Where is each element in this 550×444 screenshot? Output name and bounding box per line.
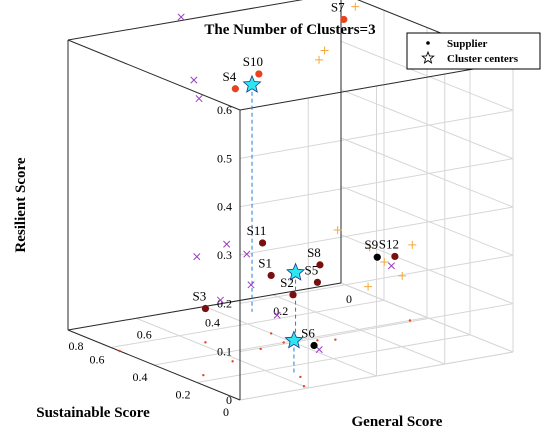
plus-marker: [365, 243, 374, 252]
plus-marker: [380, 257, 389, 266]
supplier-dot: [340, 15, 348, 24]
supplier-label: S12: [379, 236, 399, 251]
floor-projection-dot: [202, 373, 205, 377]
supplier-label: S6: [301, 325, 315, 340]
supplier-label: S7: [331, 0, 345, 14]
z-tick-label: 0.6: [217, 103, 232, 117]
supplier-label: S11: [247, 223, 267, 238]
cross-marker: [247, 281, 255, 289]
floor-projection-dot: [334, 338, 337, 341]
cross-marker: [193, 253, 201, 261]
z-tick-label: 0.5: [217, 151, 232, 165]
plus-marker: [364, 282, 373, 291]
supplier-dot: [316, 261, 324, 269]
y-axis-title: Sustainable Score: [36, 405, 150, 421]
plus-marker: [398, 271, 407, 280]
supplier-dot: [201, 304, 210, 313]
cross-marker: [315, 346, 323, 354]
data-marks: [118, 2, 417, 388]
cross-marker: [177, 13, 185, 21]
cross-marker: [243, 250, 251, 258]
floor-projection-dot: [408, 319, 412, 322]
supplier-label: S4: [222, 69, 236, 84]
supplier-dot: [391, 252, 399, 261]
point-labels: S1 S2 S3 S4 S5 S6 S7 S8 S9 S10 S11 S12: [193, 0, 399, 340]
floor-projection-dot: [259, 347, 262, 351]
supplier-dot: [267, 271, 275, 280]
x-tick-label: 0.2: [273, 304, 288, 318]
frame-edge: [67, 329, 241, 401]
cross-marker: [273, 311, 281, 319]
supplier-label: S1: [258, 255, 272, 270]
x-tick-label: 0: [346, 292, 352, 306]
cluster-center-star: [286, 262, 306, 281]
floor-gridline: [110, 299, 385, 348]
supplier-label: S9: [364, 237, 378, 252]
frame-edge: [67, 0, 304, 41]
x-tick-label: 0.8: [69, 339, 84, 353]
supplier-dot: [258, 239, 267, 247]
cross-marker: [387, 262, 395, 270]
floor-gridline: [196, 334, 471, 383]
legend-cluster-centers-label: Cluster centers: [447, 53, 519, 65]
z-tick-label: 0: [226, 393, 232, 407]
supplier-dot: [255, 70, 263, 78]
plus-marker: [320, 46, 329, 55]
supplier-label: S10: [243, 54, 263, 69]
tick-labels: 00.10.20.30.40.50.600.20.40.600.20.40.60…: [69, 103, 353, 419]
cross-marker: [223, 240, 231, 248]
z-axis-title: Resilient Score: [13, 157, 29, 252]
cluster-center-star: [242, 74, 262, 93]
plus-marker: [408, 240, 417, 249]
floor-projection-dot: [316, 339, 319, 342]
z-tick-label: 0.1: [217, 345, 232, 359]
z-tick-label: 0.3: [217, 248, 232, 262]
plus-marker: [351, 2, 360, 11]
floor-projection-dot: [302, 385, 306, 388]
legend-box: [406, 32, 541, 70]
plus-marker: [333, 225, 342, 234]
floor-projection-dot: [282, 341, 285, 344]
frame-edge: [67, 39, 241, 111]
axes-frame: [67, 0, 514, 401]
plus-marker: [315, 55, 324, 64]
y-tick-label: 0.6: [90, 353, 105, 367]
frame-edge: [239, 61, 514, 111]
cluster-center-star: [284, 330, 304, 349]
x-tick-label: 0.4: [205, 316, 220, 330]
floor-projection-dot: [118, 349, 121, 353]
legend-supplier-label: Supplier: [447, 38, 487, 50]
supplier-dot: [373, 253, 381, 261]
supplier-dot: [313, 278, 322, 286]
cross-marker: [195, 95, 203, 103]
floor-projection-dot: [231, 360, 234, 363]
y-tick-label: 0.2: [176, 388, 191, 402]
floor-projection-dot: [299, 375, 302, 379]
y-tick-label: 0.4: [133, 370, 148, 384]
floor-projection-dot: [204, 341, 207, 344]
supplier-label: S2: [280, 275, 294, 290]
supplier-label: S3: [193, 289, 207, 304]
supplier-dot: [310, 341, 318, 350]
supplier-label: S8: [307, 245, 321, 260]
supplier-label: S5: [305, 262, 319, 277]
supplier-dot: [231, 85, 239, 93]
supplier-dot: [289, 291, 297, 299]
floor-projection-dot: [269, 332, 273, 335]
x-axis-title: General Score: [352, 414, 443, 430]
chart-title: The Number of Clusters=3: [204, 22, 375, 38]
legend: Supplier Cluster centers: [406, 32, 541, 70]
y-tick-label: 0: [223, 405, 229, 419]
cross-marker: [190, 76, 198, 84]
x-tick-label: 0.6: [137, 327, 152, 341]
cross-marker: [216, 296, 225, 304]
legend-star-icon: [421, 50, 435, 64]
projection-lines: [251, 84, 297, 375]
legend-dot-icon: [426, 41, 430, 45]
z-tick-label: 0.4: [217, 200, 232, 214]
